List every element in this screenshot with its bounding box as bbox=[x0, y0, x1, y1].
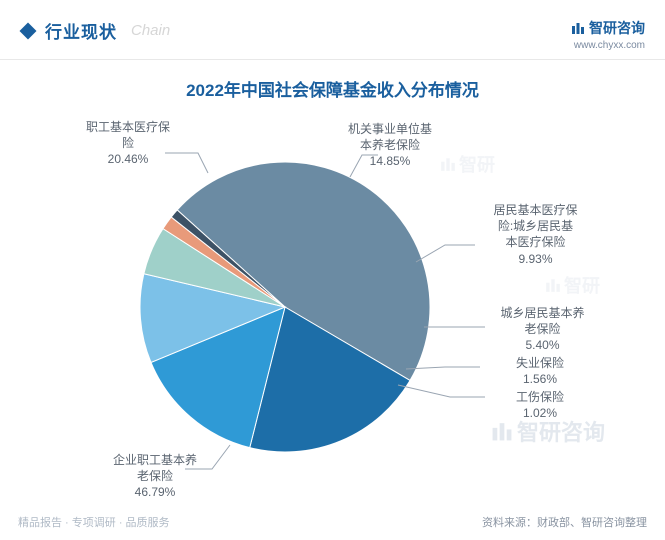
slice-label-pct: 5.40% bbox=[485, 337, 600, 353]
slice-label: 城乡居民基本养老保险 5.40% bbox=[485, 305, 600, 354]
pie-svg bbox=[140, 162, 430, 452]
slice-label-text: 工伤保险 bbox=[516, 390, 564, 404]
slice-label-text: 企业职工基本养老保险 bbox=[113, 453, 197, 483]
slice-label-text: 机关事业单位基本养老保险 bbox=[348, 122, 432, 152]
footer-right: 资料来源：财政部、智研咨询整理 bbox=[482, 514, 647, 530]
chart-title: 2022年中国社会保障基金收入分布情况 bbox=[0, 76, 665, 101]
slice-label-text: 失业保险 bbox=[516, 356, 564, 370]
brand-row: 智研咨询 bbox=[571, 18, 645, 38]
brand-url: www.chyxx.com bbox=[571, 40, 645, 51]
slice-label-text: 居民基本医疗保险:城乡居民基本医疗保险 bbox=[493, 203, 577, 249]
watermark-logo-icon bbox=[491, 420, 513, 442]
diamond-bullet-icon bbox=[20, 22, 37, 39]
header-right: 智研咨询 www.chyxx.com bbox=[571, 18, 645, 51]
slice-label: 居民基本医疗保险:城乡居民基本医疗保险 9.93% bbox=[478, 202, 593, 267]
watermark-text: 智研 bbox=[459, 151, 495, 177]
footer: 精品报告 · 专项调研 · 品质服务 资料来源：财政部、智研咨询整理 bbox=[0, 514, 665, 530]
slice-label: 机关事业单位基本养老保险 14.85% bbox=[330, 121, 450, 170]
header-left: 行业现状 Chain bbox=[22, 18, 170, 43]
slice-label-text: 城乡居民基本养老保险 bbox=[500, 306, 584, 336]
inline-watermark: Chain bbox=[131, 22, 170, 39]
section-title: 行业现状 bbox=[45, 18, 117, 43]
pie-chart bbox=[140, 162, 430, 452]
slice-label: 职工基本医疗保险 20.46% bbox=[68, 119, 188, 168]
slice-label-pct: 14.85% bbox=[330, 153, 450, 169]
brand-logo-icon bbox=[571, 21, 585, 35]
slice-label-pct: 20.46% bbox=[68, 151, 188, 167]
watermark-bg: 智研 bbox=[545, 272, 600, 298]
slice-label-pct: 1.56% bbox=[490, 371, 590, 387]
watermark-logo: 智研咨询 bbox=[491, 415, 605, 447]
slice-label: 企业职工基本养老保险 46.79% bbox=[95, 452, 215, 501]
slice-label-pct: 46.79% bbox=[95, 484, 215, 500]
watermark-brand-text: 智研咨询 bbox=[517, 415, 605, 447]
chart-area: 智研 智研 职工基本医疗保险 20.46% 机关事业单位基本养老保险 14.85… bbox=[0, 107, 665, 507]
watermark-text: 智研 bbox=[564, 272, 600, 298]
slice-label-pct: 9.93% bbox=[478, 251, 593, 267]
header: 行业现状 Chain 智研咨询 www.chyxx.com bbox=[0, 0, 665, 60]
footer-left: 精品报告 · 专项调研 · 品质服务 bbox=[18, 514, 170, 530]
brand-name: 智研咨询 bbox=[589, 18, 645, 38]
slice-label: 失业保险 1.56% bbox=[490, 355, 590, 387]
slice-label-text: 职工基本医疗保险 bbox=[86, 120, 170, 150]
